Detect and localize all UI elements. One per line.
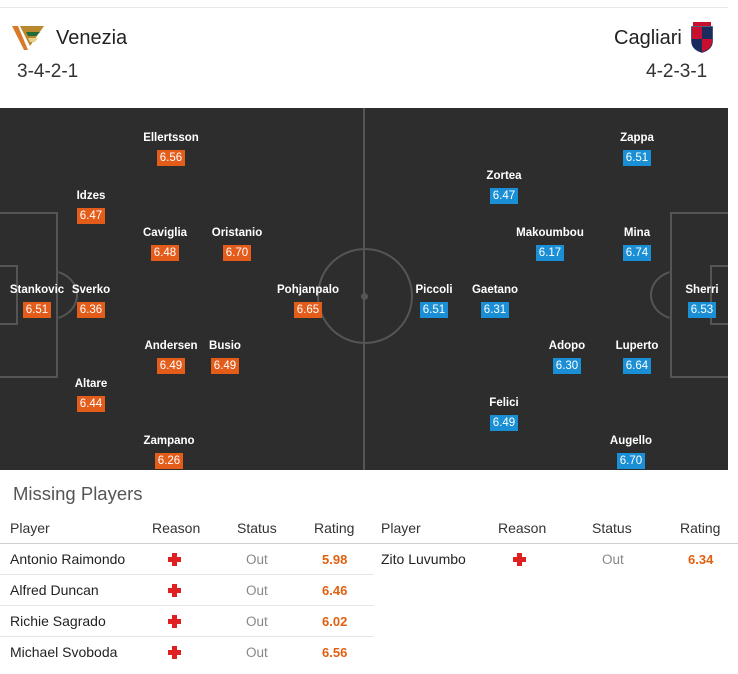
player-andersen[interactable]: Andersen 6.49 <box>144 340 198 374</box>
away-penalty-box <box>670 212 728 378</box>
player-rating: 6.47 <box>76 208 106 224</box>
player-rating: 6.34 <box>688 552 714 567</box>
away-formation: 4-2-3-1 <box>646 61 708 82</box>
player-rating: 6.51 <box>22 302 52 318</box>
header-status: Status <box>592 520 632 536</box>
player-pohjanpalo[interactable]: Pohjanpalo 6.65 <box>277 284 339 318</box>
cagliari-crest-icon <box>691 22 713 53</box>
player-rating: 6.53 <box>687 302 717 318</box>
player-name[interactable]: Zito Luvumbo <box>381 551 466 567</box>
player-rating: 6.70 <box>616 453 646 469</box>
player-caviglia[interactable]: Caviglia 6.48 <box>142 227 188 261</box>
player-luperto[interactable]: Luperto 6.64 <box>615 340 659 374</box>
player-augello[interactable]: Augello 6.70 <box>609 435 653 469</box>
header-reason: Reason <box>498 520 547 536</box>
player-rating: 6.36 <box>76 302 106 318</box>
missing-players-title: Missing Players <box>13 483 143 504</box>
home-penalty-box <box>0 212 58 378</box>
player-oristanio[interactable]: Oristanio 6.70 <box>211 227 263 261</box>
player-rating: 5.98 <box>322 552 348 567</box>
player-status: Out <box>246 645 268 660</box>
table-header: Player Reason Status Rating <box>374 513 738 544</box>
player-rating: 6.44 <box>76 396 106 412</box>
table-row[interactable]: Antonio Raimondo Out 5.98 <box>0 544 374 575</box>
home-missing-table: Player Reason Status Rating Antonio Raim… <box>0 513 374 668</box>
injury-cross-icon <box>168 646 181 659</box>
player-ellertsson[interactable]: Ellertsson 6.56 <box>143 132 199 166</box>
player-busio[interactable]: Busio 6.49 <box>209 340 241 374</box>
match-header: Venezia 3-4-2-1 Cagliari 4-2-3-1 <box>0 0 738 108</box>
injury-cross-icon <box>168 553 181 566</box>
player-rating: 6.02 <box>322 614 348 629</box>
player-rating: 6.64 <box>622 358 652 374</box>
player-piccoli[interactable]: Piccoli 6.51 <box>415 284 453 318</box>
player-stankovic[interactable]: Stankovic 6.51 <box>9 284 65 318</box>
injury-cross-icon <box>513 553 526 566</box>
player-felici[interactable]: Felici 6.49 <box>489 397 519 431</box>
player-name[interactable]: Michael Svoboda <box>10 644 118 660</box>
player-rating: 6.26 <box>154 453 184 469</box>
player-rating: 6.70 <box>222 245 252 261</box>
player-rating: 6.49 <box>210 358 240 374</box>
player-status: Out <box>246 583 268 598</box>
table-row[interactable]: Michael Svoboda Out 6.56 <box>0 637 374 668</box>
header-rating: Rating <box>314 520 355 536</box>
player-rating: 6.51 <box>622 150 652 166</box>
player-name[interactable]: Alfred Duncan <box>10 582 99 598</box>
player-zampano[interactable]: Zampano 6.26 <box>143 435 195 469</box>
away-goal-box <box>710 265 728 325</box>
player-rating: 6.48 <box>150 245 180 261</box>
player-zappa[interactable]: Zappa 6.51 <box>620 132 654 166</box>
table-row[interactable]: Alfred Duncan Out 6.46 <box>0 575 374 606</box>
center-spot <box>361 293 368 300</box>
player-rating: 6.74 <box>622 245 652 261</box>
lineup-pitch: Stankovic 6.51 Idzes 6.47 Sverko 6.36 Altar… <box>0 108 728 470</box>
player-rating: 6.46 <box>322 583 348 598</box>
player-rating: 6.47 <box>489 188 519 204</box>
home-goal-box <box>0 265 18 325</box>
table-header: Player Reason Status Rating <box>0 513 374 544</box>
header-player: Player <box>10 520 50 536</box>
injury-cross-icon <box>168 584 181 597</box>
player-rating: 6.31 <box>480 302 510 318</box>
injury-cross-icon <box>168 615 181 628</box>
table-row[interactable]: Richie Sagrado Out 6.02 <box>0 606 374 637</box>
player-altare[interactable]: Altare 6.44 <box>74 378 108 412</box>
venezia-crest-icon <box>12 26 44 50</box>
player-gaetano[interactable]: Gaetano 6.31 <box>471 284 518 318</box>
header-player: Player <box>381 520 421 536</box>
player-rating: 6.51 <box>419 302 449 318</box>
header-rating: Rating <box>680 520 721 536</box>
home-team-name[interactable]: Venezia <box>56 27 128 49</box>
header-status: Status <box>237 520 277 536</box>
header-divider <box>0 7 728 8</box>
player-status: Out <box>246 614 268 629</box>
player-sverko[interactable]: Sverko 6.36 <box>71 284 111 318</box>
player-status: Out <box>246 552 268 567</box>
away-missing-table: Player Reason Status Rating Zito Luvumbo… <box>374 513 738 575</box>
player-makoumbou[interactable]: Makoumbou 6.17 <box>516 227 584 261</box>
player-adopo[interactable]: Adopo 6.30 <box>548 340 586 374</box>
header-reason: Reason <box>152 520 201 536</box>
player-rating: 6.56 <box>322 645 348 660</box>
away-team-name[interactable]: Cagliari <box>614 27 682 49</box>
table-row[interactable]: Zito Luvumbo Out 6.34 <box>374 544 738 575</box>
player-idzes[interactable]: Idzes 6.47 <box>76 190 106 224</box>
player-name[interactable]: Richie Sagrado <box>10 613 106 629</box>
player-rating: 6.30 <box>552 358 582 374</box>
player-rating: 6.17 <box>535 245 565 261</box>
center-circle <box>317 248 413 344</box>
player-rating: 6.49 <box>489 415 519 431</box>
player-status: Out <box>602 552 624 567</box>
home-formation: 3-4-2-1 <box>17 61 79 82</box>
player-zortea[interactable]: Zortea 6.47 <box>486 170 522 204</box>
player-rating: 6.56 <box>156 150 186 166</box>
player-rating: 6.65 <box>293 302 323 318</box>
player-name[interactable]: Antonio Raimondo <box>10 551 126 567</box>
player-sherri[interactable]: Sherri 6.53 <box>685 284 719 318</box>
player-mina[interactable]: Mina 6.74 <box>622 227 652 261</box>
player-rating: 6.49 <box>156 358 186 374</box>
